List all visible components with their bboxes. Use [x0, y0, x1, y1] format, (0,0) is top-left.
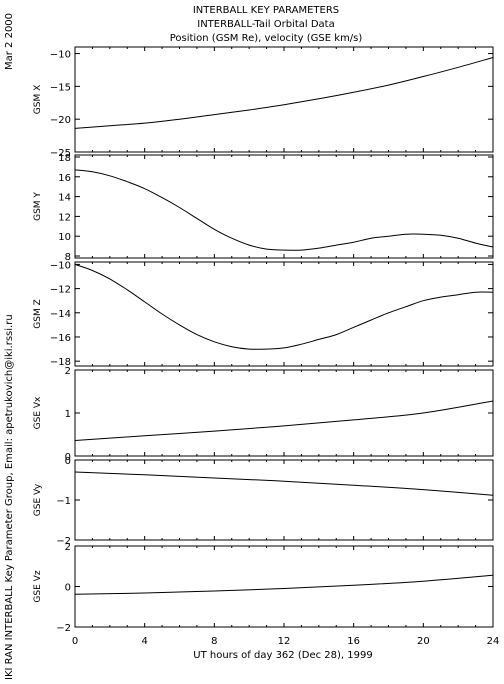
- y-tick-label: 12: [58, 212, 71, 223]
- y-tick-label: −10: [50, 260, 71, 271]
- chart-title-line-2: INTERBALL-Tail Orbital Data: [197, 19, 334, 30]
- panel-4: 0 1 2 GSE Vx: [33, 366, 494, 463]
- credit-line: IKI RAN INTERBALL Key Parameter Group, E…: [4, 314, 15, 680]
- chart-title-line-3: Position (GSM Re), velocity (GSE km/s): [170, 33, 363, 44]
- y-tick-label: 1: [65, 409, 71, 420]
- y-axis-label: GSM X: [33, 85, 43, 114]
- panel-6: 2 0 −2 GSE Vz: [33, 542, 494, 634]
- series-line: [74, 57, 494, 129]
- y-tick-label: −15: [50, 82, 71, 93]
- y-tick-label: −14: [50, 309, 71, 320]
- y-axis-label: GSE Vy: [33, 483, 43, 516]
- y-tick-label: 0: [65, 452, 71, 463]
- y-tick-label: −20: [50, 115, 71, 126]
- panel-frame: [74, 261, 494, 367]
- x-tick-label: 12: [278, 636, 291, 647]
- series-line: [74, 169, 494, 251]
- y-axis-label: GSE Vz: [33, 570, 43, 602]
- y-tick-label: −10: [50, 50, 71, 61]
- y-tick-label: −2: [56, 536, 71, 547]
- panel-frame: [74, 459, 494, 541]
- x-tick-label: 4: [141, 636, 147, 647]
- y-axis-label: GSM Z: [33, 299, 43, 328]
- y-tick-label: −25: [50, 148, 71, 159]
- y-tick-label: 0: [65, 583, 71, 594]
- y-tick-label: 18: [58, 153, 71, 164]
- y-tick-label: −1: [56, 496, 71, 507]
- x-tick-label: 8: [211, 636, 217, 647]
- y-tick-label: 2: [65, 542, 71, 553]
- y-tick-label: 2: [65, 366, 71, 377]
- x-tick-label: 24: [487, 636, 500, 647]
- x-axis-label: UT hours of day 362 (Dec 28), 1999: [193, 650, 372, 661]
- series-line: [74, 263, 494, 350]
- y-tick-label: 16: [58, 173, 71, 184]
- y-tick-label: −2: [56, 623, 71, 634]
- y-tick-label: 14: [58, 193, 71, 204]
- y-tick-label: −16: [50, 333, 71, 344]
- date-stamp: Mar 2 2000: [4, 13, 15, 70]
- x-tick-label: 0: [72, 636, 78, 647]
- x-tick-label: 20: [417, 636, 430, 647]
- y-tick-label: −18: [50, 357, 71, 368]
- panel-frame: [74, 369, 494, 457]
- series-line: [74, 471, 494, 496]
- panel-5: 0 −1 −2 GSE Vy: [33, 456, 494, 547]
- chart-title-line-1: INTERBALL KEY PARAMETERS: [193, 5, 339, 16]
- x-tick-label: 16: [347, 636, 360, 647]
- panel-frame: [74, 545, 494, 628]
- y-tick-label: 10: [58, 232, 71, 243]
- y-tick-label: −12: [50, 285, 71, 296]
- panel-2: 8 10 12 14 16 18 GSM Y: [33, 153, 494, 263]
- panel-frame: [74, 46, 494, 153]
- panel-frame: [74, 154, 494, 259]
- y-axis-label: GSE Vx: [33, 396, 43, 429]
- y-tick-label: 8: [65, 252, 71, 263]
- panel-1: −10 −15 −20 −25 GSM X: [33, 46, 494, 159]
- panel-3: −10 −12 −14 −16 −18 GSM Z: [33, 260, 494, 368]
- series-line: [74, 574, 494, 595]
- y-tick-label: 0: [65, 456, 71, 467]
- series-line: [74, 400, 494, 441]
- y-axis-label: GSM Y: [33, 192, 43, 221]
